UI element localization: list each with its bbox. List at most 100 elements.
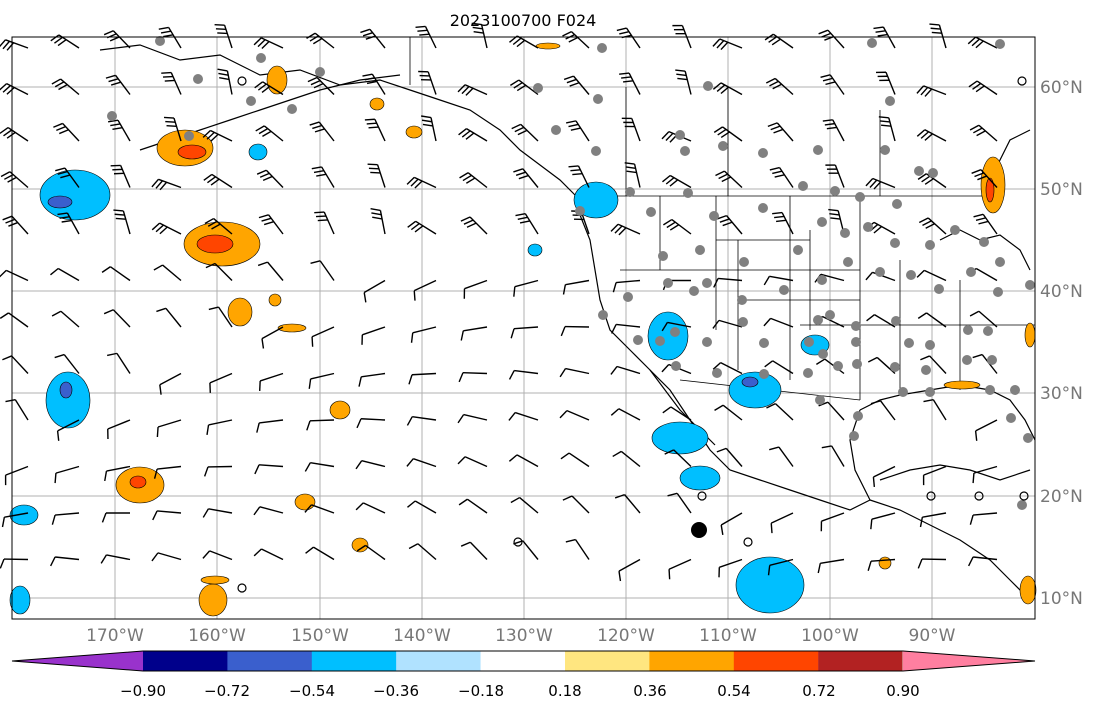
station-marker xyxy=(880,145,890,155)
map-title: 2023100700 F024 xyxy=(450,11,597,30)
wind-barb xyxy=(254,81,284,96)
colorbar-extend-max xyxy=(903,651,1035,671)
texas-coast xyxy=(849,409,871,501)
pos-area-11 xyxy=(369,97,385,111)
station-marker xyxy=(675,130,685,140)
station-marker xyxy=(593,94,603,104)
wind-barb xyxy=(203,173,233,189)
station-marker xyxy=(709,211,719,221)
wind-barb xyxy=(151,552,182,562)
station-marker xyxy=(625,187,635,197)
wind-barb xyxy=(867,558,896,571)
wind-barb xyxy=(314,211,335,235)
wind-barb xyxy=(511,123,539,142)
lat-label: 40°N xyxy=(1040,282,1083,302)
station-marker xyxy=(658,251,668,261)
station-marker xyxy=(921,365,931,375)
wind-barb xyxy=(969,124,998,142)
wind-barb xyxy=(565,538,590,560)
station-marker xyxy=(906,270,916,280)
calm-marker xyxy=(926,491,936,501)
station-marker xyxy=(950,225,960,235)
wind-barb xyxy=(107,352,131,374)
wind-barb xyxy=(973,213,998,235)
wind-barb xyxy=(611,323,641,334)
pos-area-10 xyxy=(405,125,423,139)
neg-area-13 xyxy=(9,585,31,615)
wind-barb xyxy=(161,71,182,95)
colorbar-segment xyxy=(818,651,903,671)
station-marker xyxy=(793,245,803,255)
station-marker xyxy=(890,238,900,248)
wind-barb xyxy=(418,70,437,95)
wind-barb xyxy=(255,125,284,142)
lat-label: 10°N xyxy=(1040,589,1083,609)
wind-barb xyxy=(258,214,284,235)
wind-barb xyxy=(916,129,947,142)
station-marker xyxy=(993,287,1003,297)
wind-barb xyxy=(610,408,641,421)
wind-barb xyxy=(355,460,386,470)
station-marker xyxy=(853,411,863,421)
colorbar-segment xyxy=(227,651,312,671)
colorbar-outline xyxy=(11,650,1036,672)
wind-barb xyxy=(764,360,794,375)
colorbar-tick-label: 0.36 xyxy=(633,682,666,700)
wind-barb xyxy=(54,353,80,374)
contour-fills xyxy=(9,42,1037,617)
neg-area-8 xyxy=(735,556,805,614)
wind-barb xyxy=(406,458,437,468)
station-marker xyxy=(966,267,976,277)
lat-label: 50°N xyxy=(1040,180,1083,200)
station-marker xyxy=(963,325,973,335)
wind-barb xyxy=(258,372,284,391)
wind-barb xyxy=(510,326,539,339)
wind-barb xyxy=(457,84,488,96)
wind-barb xyxy=(2,215,29,235)
station-marker xyxy=(759,369,769,379)
wind-barb xyxy=(261,326,284,349)
wind-barb xyxy=(508,454,539,468)
station-marker xyxy=(851,337,861,347)
wind-barb xyxy=(471,22,488,49)
wind-barb xyxy=(712,319,743,329)
wind-barb xyxy=(917,558,947,569)
wind-barb xyxy=(712,361,743,375)
wind-barb xyxy=(202,508,233,518)
wind-barb xyxy=(562,31,590,49)
wind-barb xyxy=(0,171,29,189)
station-marker xyxy=(934,284,944,294)
wind-barb xyxy=(304,504,335,514)
pos-core-5 xyxy=(129,475,147,489)
colorbar-segment xyxy=(733,651,819,671)
wind-barb xyxy=(51,512,80,525)
pos-area-9 xyxy=(329,400,351,420)
alaska-coast xyxy=(99,44,581,216)
station-marker xyxy=(852,359,862,369)
wind-barb xyxy=(713,126,743,142)
station-marker xyxy=(315,67,325,77)
wind-barb xyxy=(361,326,386,345)
colorbar-tick-label: −0.36 xyxy=(373,682,419,700)
wind-barb xyxy=(363,279,386,303)
colorbar-tick-label: 0.72 xyxy=(802,682,835,700)
wind-barb xyxy=(664,449,692,468)
calm-marker xyxy=(697,491,707,501)
calm-marker xyxy=(1019,491,1029,501)
wind-barb xyxy=(822,119,845,142)
station-marker xyxy=(983,326,993,336)
wind-barb xyxy=(559,367,590,378)
station-marker xyxy=(703,81,713,91)
wind-barb xyxy=(253,548,284,561)
station-marker xyxy=(914,166,924,176)
wind-barb xyxy=(820,74,845,95)
longitude-labels: 170°W 160°W 150°W 140°W 130°W 120°W 110°… xyxy=(86,626,956,646)
wind-barb xyxy=(772,211,794,235)
station-marker xyxy=(925,340,935,350)
wind-barb xyxy=(110,164,131,188)
wind-barb xyxy=(675,69,692,95)
station-marker xyxy=(985,385,995,395)
station-marker xyxy=(712,368,722,378)
colorbar-tick-label: 0.90 xyxy=(886,682,919,700)
